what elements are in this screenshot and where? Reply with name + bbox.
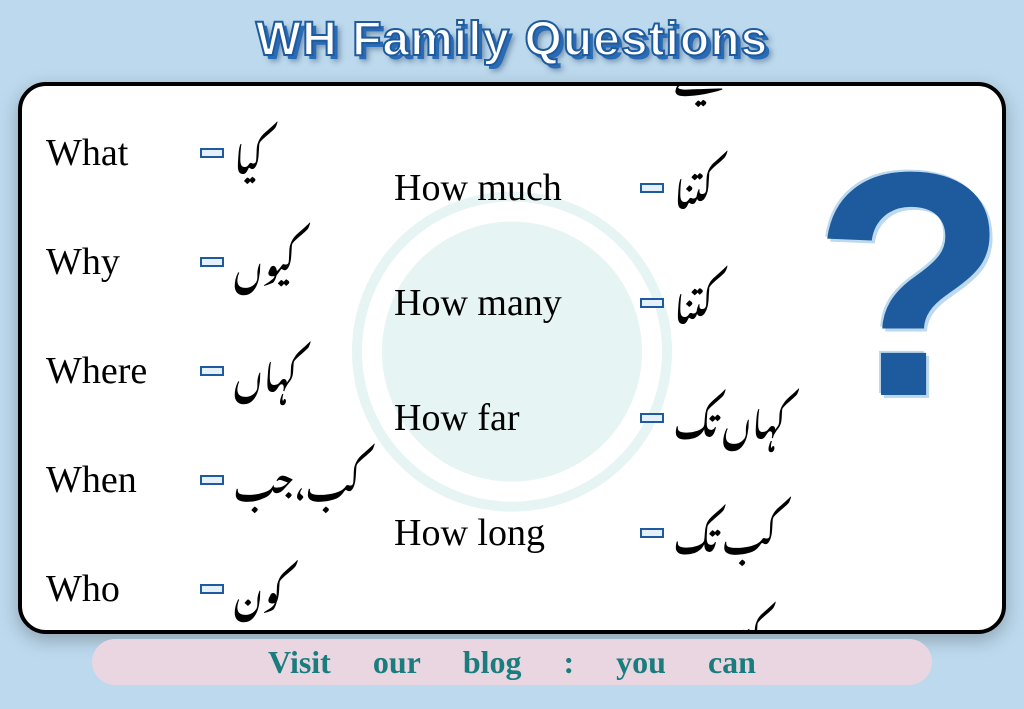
vocab-row: Who کون <box>46 546 366 631</box>
urdu-word: کیوں <box>234 219 296 304</box>
urdu-word: کون <box>234 546 284 631</box>
english-word: How <box>394 82 634 95</box>
urdu-word: کتنا <box>674 260 713 345</box>
vocab-row: How long کب تک <box>394 490 886 575</box>
english-word: Why <box>46 240 194 284</box>
urdu-word: کتنا <box>674 145 713 230</box>
separator-icon <box>640 413 664 423</box>
vocab-row: Why کیوں <box>46 219 366 304</box>
vocab-row: How کیسے <box>394 82 886 115</box>
footer-word: you <box>616 644 666 681</box>
left-column: WhatکیاWhyکیوںWhereکہاںWhenکب،جبWhoکونWh… <box>46 104 366 616</box>
page-title: WH Family Questions <box>0 0 1024 67</box>
separator-icon <box>200 148 224 158</box>
urdu-word: کیسے <box>674 82 725 115</box>
separator-icon <box>200 257 224 267</box>
separator-icon <box>200 584 224 594</box>
english-word: Where <box>46 349 194 393</box>
urdu-word: کب،جب <box>234 437 360 522</box>
vocab-row: Where کہاں <box>46 328 366 413</box>
vocab-row: When کب،جب <box>46 437 366 522</box>
english-word: How long <box>394 511 634 555</box>
urdu-word: کہاں <box>234 328 298 413</box>
urdu-word: کتنی بار <box>674 605 762 634</box>
urdu-word: کب تک <box>674 490 777 575</box>
english-word: How far <box>394 396 634 440</box>
urdu-word: کیا <box>234 110 263 195</box>
footer-word: blog <box>463 644 522 681</box>
footer-banner: Visit our blog: you can <box>92 639 932 685</box>
content-card: ? WhatکیاWhyکیوںWhereکہاںWhenکب،جبWhoکون… <box>18 82 1006 634</box>
footer-word: our <box>373 644 421 681</box>
columns-wrap: WhatکیاWhyکیوںWhereکہاںWhenکب،جبWhoکونWh… <box>46 104 974 616</box>
vocab-row: What کیا <box>46 110 366 195</box>
separator-icon <box>640 528 664 538</box>
english-word: Who <box>46 567 194 611</box>
separator-icon <box>640 298 664 308</box>
english-word: When <box>46 458 194 502</box>
english-word: How often <box>394 626 634 635</box>
right-column: HowکیسےHow muchکتناHow manyکتناHow farکہ… <box>366 104 886 616</box>
urdu-word: کہاں تک <box>674 375 786 460</box>
english-word: How much <box>394 166 634 210</box>
footer-word: Visit <box>268 644 331 681</box>
separator-icon <box>200 475 224 485</box>
footer-word: : <box>564 644 575 681</box>
vocab-row: How often کتنی بار <box>394 605 886 634</box>
english-word: What <box>46 131 194 175</box>
vocab-row: How many کتنا <box>394 260 886 345</box>
separator-icon <box>200 366 224 376</box>
footer-word: can <box>708 644 756 681</box>
vocab-row: How far کہاں تک <box>394 375 886 460</box>
separator-icon <box>640 183 664 193</box>
vocab-row: How much کتنا <box>394 145 886 230</box>
english-word: How many <box>394 281 634 325</box>
